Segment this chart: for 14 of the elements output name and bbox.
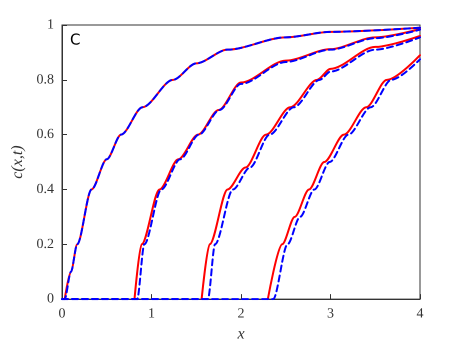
- y-tick-label: 0.8: [36, 72, 54, 88]
- y-tick-label: 0: [47, 292, 54, 307]
- x-tick-label: 4: [416, 306, 424, 322]
- x-tick-label: 0: [58, 306, 66, 322]
- x-tick-label: 1: [148, 306, 155, 322]
- annotation: C: [70, 30, 80, 48]
- x-tick-label: 3: [327, 306, 334, 322]
- x-axis-title: x: [236, 326, 245, 342]
- y-tick-label: 1: [47, 18, 54, 32]
- y-tick-label: 0.6: [36, 127, 54, 142]
- y-tick-label: 0.4: [36, 182, 54, 197]
- y-tick-label: 0.2: [36, 236, 54, 252]
- x-tick-label: 2: [238, 306, 244, 322]
- y-axis-title: c(x,t): [9, 145, 26, 179]
